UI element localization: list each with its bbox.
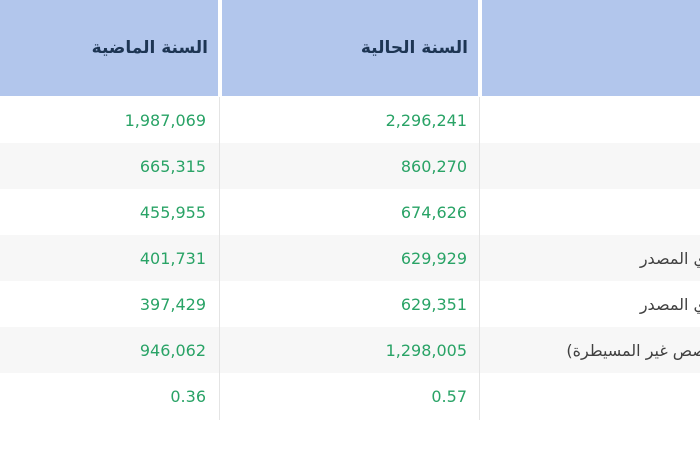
previous-year-value: 397,429 [139,294,206,314]
row-item-label [481,373,700,419]
table-row: 0.36 0.57 [0,373,700,419]
header-cell-item-label [482,0,700,96]
header-cell-previous-year: السنة الماضية [0,0,218,96]
current-year-value: 674,626 [400,202,467,222]
row-item-label [481,189,700,235]
table-row: 1,987,069 2,296,241 [0,97,700,143]
previous-year-value: 0.36 [170,386,206,406]
table-row: 665,315 860,270 [0,143,700,189]
current-year-value: 629,351 [400,294,467,314]
row-item-label: صص غير المسيطرة) [566,340,700,360]
header-cell-current-year: السنة الحالية [222,0,478,96]
previous-year-value: 401,731 [139,248,206,268]
table-row: 946,062 1,298,005 صص غير المسيطرة) [0,327,700,373]
row-item-label [481,97,700,143]
row-item-label: ي المصدر [639,294,700,314]
previous-year-value: 1,987,069 [124,110,206,130]
table-row: 455,955 674,626 [0,189,700,235]
previous-year-value: 665,315 [139,156,206,176]
previous-year-value: 946,062 [139,340,206,360]
row-item-label [481,143,700,189]
current-year-header-label: السنة الحالية [360,38,468,58]
column-divider [219,97,220,420]
current-year-value: 0.57 [431,386,467,406]
table-header-row: السنة الماضية السنة الحالية [0,0,700,96]
row-item-label: ي المصدر [639,248,700,268]
previous-year-value: 455,955 [139,202,206,222]
current-year-value: 629,929 [400,248,467,268]
table-row: 397,429 629,351 ي المصدر [0,281,700,327]
previous-year-header-label: السنة الماضية [91,38,208,58]
table-body: 1,987,069 2,296,241 665,315 860,270 455,… [0,97,700,419]
current-year-value: 860,270 [400,156,467,176]
current-year-value: 1,298,005 [385,340,467,360]
current-year-value: 2,296,241 [385,110,467,130]
table-row: 401,731 629,929 ي المصدر [0,235,700,281]
column-divider [479,97,480,420]
